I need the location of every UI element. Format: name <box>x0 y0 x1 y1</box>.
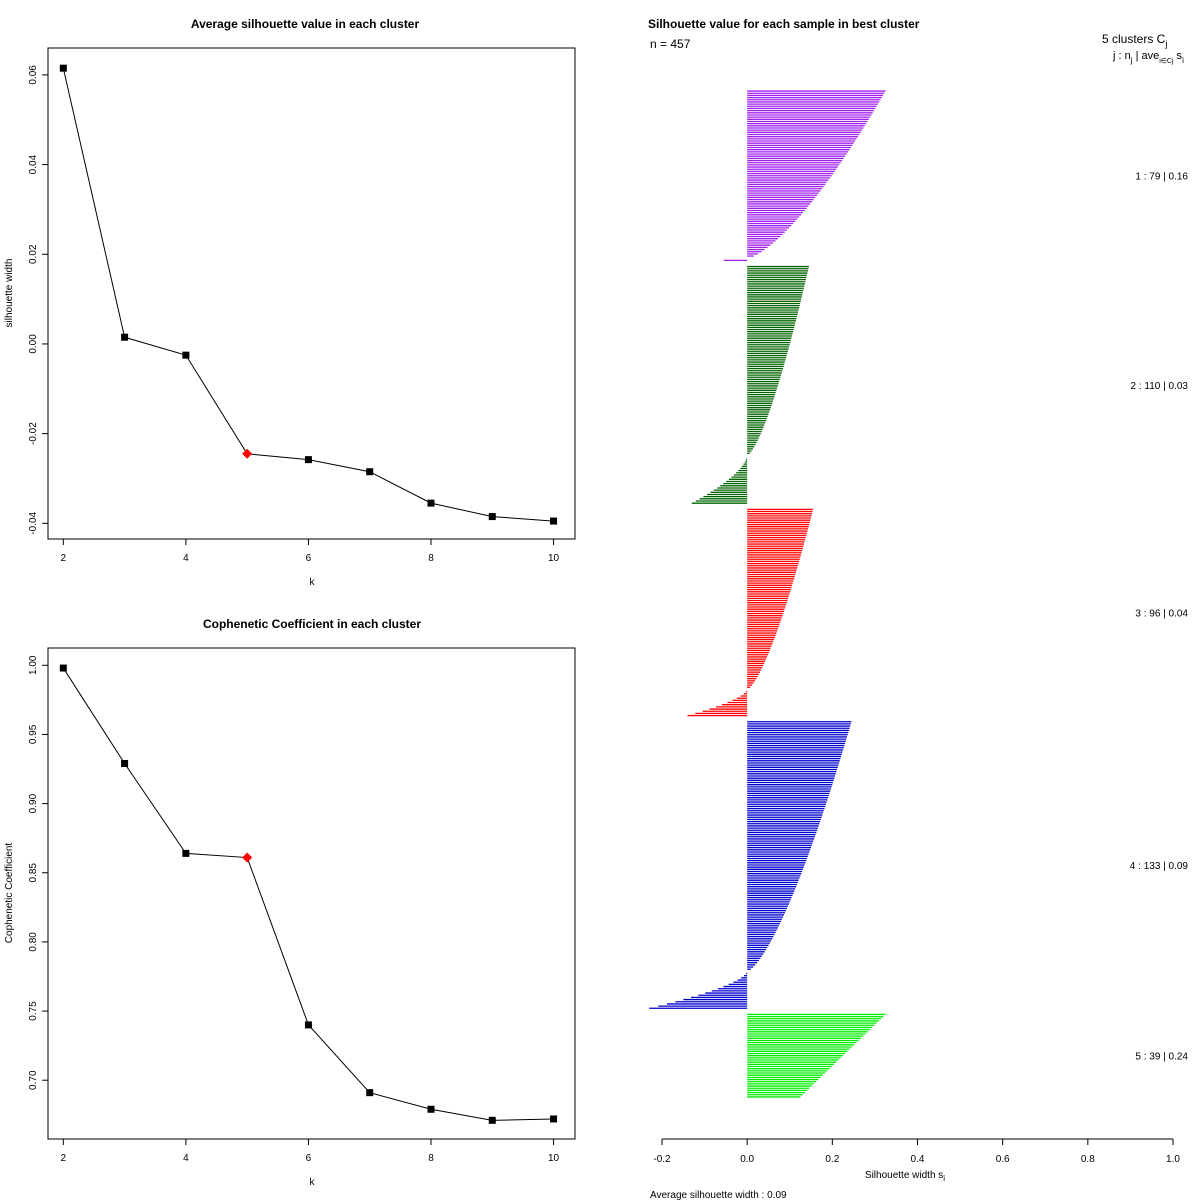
chart3-xtick-label: 0.8 <box>1081 1154 1095 1165</box>
chart2-xtick-label: 2 <box>61 1153 67 1164</box>
cluster-5-bars <box>747 1013 886 1098</box>
chart1-xtick-label: 6 <box>306 553 312 564</box>
chart2-point-marker <box>304 1021 312 1029</box>
chart3-xtick-label: 0.0 <box>740 1154 754 1165</box>
cophenetic-line-chart: Cophenetic Coefficient in each cluster k… <box>4 617 576 1188</box>
chart2-point-marker <box>59 664 67 672</box>
chart1-point-marker <box>366 468 374 476</box>
cluster-1-summary-label: 1 : 79 | 0.16 <box>1135 172 1188 183</box>
chart2-xtick-label: 8 <box>428 1153 434 1164</box>
silhouette-bar-plot: Silhouette value for each sample in best… <box>648 17 1188 1200</box>
chart1-xtick-label: 4 <box>183 553 189 564</box>
chart3-footer: Average silhouette width : 0.09 <box>650 1190 787 1200</box>
chart1-frame <box>47 47 576 540</box>
chart1-series-line <box>62 68 554 522</box>
cluster-4-summary-label: 4 : 133 | 0.09 <box>1130 861 1189 872</box>
chart1-ytick-label: 0.00 <box>28 334 39 354</box>
chart1-best-k-marker <box>242 448 253 459</box>
chart2-point-marker <box>550 1115 558 1123</box>
chart3-xtick-label: 0.4 <box>911 1154 925 1165</box>
cluster-1-bars <box>723 90 886 262</box>
silhouette-line-chart: Average silhouette value in each cluster… <box>4 17 576 588</box>
chart1-xtick-label: 10 <box>548 553 560 564</box>
chart1-point-marker <box>121 333 129 341</box>
chart1-title: Average silhouette value in each cluster <box>191 17 420 31</box>
chart3-xtick-label: 1.0 <box>1166 1154 1180 1165</box>
cluster-2-bars <box>691 265 809 504</box>
chart2-xtick-label: 4 <box>183 1153 189 1164</box>
chart2-series-line <box>62 667 554 1121</box>
chart1-ytick-label: 0.02 <box>28 244 39 264</box>
chart2-ytick-label: 0.70 <box>28 1070 39 1090</box>
cluster-3-bars <box>687 508 814 717</box>
chart2-frame <box>47 647 576 1140</box>
chart3-xtick-label: 0.6 <box>996 1154 1010 1165</box>
chart1-xlabel: k <box>310 577 316 588</box>
cluster-5-summary-label: 5 : 39 | 0.24 <box>1135 1052 1188 1063</box>
chart1-point-marker <box>304 456 312 464</box>
chart1-point-marker <box>427 499 435 507</box>
chart2-point-marker <box>366 1089 374 1097</box>
chart2-xtick-label: 10 <box>548 1153 560 1164</box>
chart2-ytick-label: 0.90 <box>28 793 39 813</box>
chart2-ytick-label: 1.00 <box>28 655 39 675</box>
chart1-point-marker <box>550 517 558 525</box>
chart1-ytick-label: 0.04 <box>28 154 39 174</box>
chart1-xtick-label: 8 <box>428 553 434 564</box>
chart2-title: Cophenetic Coefficient in each cluster <box>203 617 421 631</box>
chart3-header-line1: 5 clusters Cj <box>1102 32 1167 49</box>
chart2-xlabel: k <box>310 1177 316 1188</box>
cluster-2-summary-label: 2 : 110 | 0.03 <box>1131 381 1189 392</box>
chart1-ytick-label: -0.04 <box>28 511 39 534</box>
cluster-4-bars <box>649 721 852 1009</box>
chart3-header-line2: j : nj | avei∈Cj si <box>1112 50 1184 65</box>
chart1-point-marker <box>59 64 67 72</box>
chart2-xtick-label: 6 <box>306 1153 312 1164</box>
chart1-point-marker <box>182 351 190 359</box>
chart3-xtick-label: -0.2 <box>653 1154 671 1165</box>
chart1-ytick-label: 0.06 <box>28 65 39 85</box>
chart3-n-label: n = 457 <box>650 37 691 51</box>
chart3-xlabel: Silhouette width si <box>865 1170 945 1183</box>
chart2-ylabel: Cophenetic Coefficient <box>4 843 15 944</box>
chart2-point-marker <box>121 759 129 767</box>
chart2-ytick-label: 0.85 <box>28 863 39 883</box>
chart1-point-marker <box>488 513 496 521</box>
chart3-xtick-label: 0.2 <box>825 1154 839 1165</box>
chart2-point-marker <box>488 1116 496 1124</box>
chart1-ylabel: silhouette width <box>4 259 15 328</box>
cluster-3-summary-label: 3 : 96 | 0.04 <box>1135 608 1188 619</box>
chart2-point-marker <box>427 1105 435 1113</box>
chart2-best-k-marker <box>242 852 253 863</box>
chart1-ytick-label: -0.02 <box>28 422 39 445</box>
chart3-title: Silhouette value for each sample in best… <box>648 17 920 31</box>
chart2-ytick-label: 0.75 <box>28 1001 39 1021</box>
chart2-ytick-label: 0.80 <box>28 932 39 952</box>
chart2-ytick-label: 0.95 <box>28 724 39 744</box>
chart1-xtick-label: 2 <box>61 553 67 564</box>
chart2-point-marker <box>182 849 190 857</box>
